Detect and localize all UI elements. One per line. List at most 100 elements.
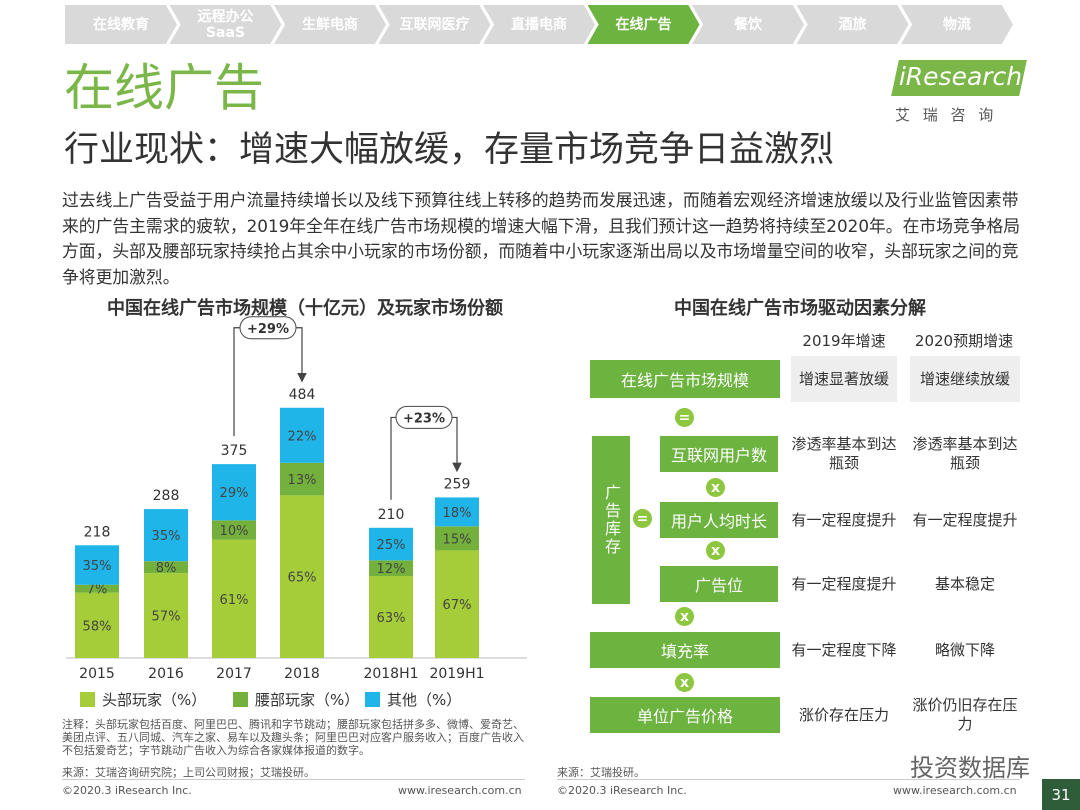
watermark: 投资数据库 (910, 754, 1030, 782)
factor-cell: 渗透率基本到达瓶颈 (912, 435, 1018, 472)
bar-segment (212, 520, 256, 540)
factor-cell: 涨价存在压力 (798, 705, 889, 724)
legend-swatch (365, 692, 380, 707)
bar-segment (435, 497, 479, 527)
factor-title: 中国在线广告市场驱动因素分解 (674, 298, 926, 319)
copyright: ©2020.3 iResearch Inc. (557, 784, 687, 797)
factor-cell: 有一定程度提升 (791, 510, 897, 529)
x-tick-label: 2016 (148, 666, 184, 682)
bar-segment (212, 539, 256, 658)
nav-item[interactable]: 生鲜电商 (274, 5, 386, 44)
factor-box: 广告位 (660, 566, 778, 602)
notes: 注释：头部玩家包括百度、阿里巴巴、腾讯和字节跳动；腰部玩家包括拼多多、微博、爱奇… (62, 718, 524, 757)
bar-segment (75, 545, 119, 585)
segment-label: 61% (220, 593, 249, 608)
column-header: 2019年增速 (802, 331, 886, 350)
bar-segment (144, 561, 188, 574)
copyright: ©2020.3 iResearch Inc. (62, 784, 192, 797)
total-label: 210 (378, 507, 405, 523)
factor-cell: 渗透率基本到达瓶颈 (791, 435, 897, 472)
operator: = (675, 408, 694, 427)
segment-label: 18% (443, 506, 472, 521)
operator: = (633, 509, 652, 528)
factor-cell: 基本稳定 (934, 574, 995, 593)
segment-label: 13% (288, 473, 317, 488)
segment-label: 65% (288, 571, 317, 586)
segment-label: 58% (83, 619, 112, 634)
column-header: 2020预期增速 (914, 331, 1014, 350)
subtitle: 行业现状：增速大幅放缓，存量市场竞争日益激烈 (64, 130, 835, 170)
segment-label: 12% (377, 562, 406, 577)
legend-label: 其他（%） (387, 691, 461, 709)
bar-segment (369, 560, 413, 576)
factor-box: 互联网用户数 (660, 436, 778, 472)
bar-segment (212, 464, 256, 521)
bar-segment (280, 407, 324, 463)
operator: x (706, 541, 725, 560)
segment-label: 15% (443, 532, 472, 547)
growth-badge (395, 405, 453, 429)
divider (557, 779, 1020, 780)
nav-item[interactable]: 直播电商 (483, 5, 595, 44)
total-label: 259 (444, 476, 471, 492)
legend-swatch (80, 692, 95, 707)
operator: x (675, 673, 694, 692)
logo-cn: 艾 瑞 咨 询 (895, 106, 998, 124)
nav-item[interactable]: 在线广告 (587, 5, 700, 44)
bar-segment (435, 550, 479, 658)
operator: x (706, 478, 725, 497)
x-tick-label: 2019H1 (429, 666, 484, 682)
bar-segment (435, 526, 479, 551)
factor-box: 在线广告市场规模 (590, 360, 780, 398)
total-label: 288 (153, 488, 180, 504)
legend-label: 头部玩家（%） (102, 691, 206, 709)
segment-label: 67% (443, 598, 472, 613)
source: 来源：艾瑞咨询研究院；上司公司财报；艾瑞投研。 (62, 766, 315, 779)
bar-segment (369, 527, 413, 561)
factor-cell: 增速继续放缓 (910, 356, 1020, 402)
url: www.iresearch.com.cn (398, 784, 522, 797)
segment-label: 63% (377, 611, 406, 626)
factor-cell: 有一定程度提升 (791, 574, 897, 593)
factor-cell: 涨价仍旧存在压力 (912, 696, 1018, 733)
bar-segment (280, 462, 324, 496)
nav-item[interactable]: 餐饮 (692, 5, 804, 44)
segment-label: 7% (87, 583, 108, 598)
bar-segment (369, 575, 413, 658)
segment-label: 22% (288, 429, 317, 444)
legend-swatch (233, 692, 248, 707)
x-tick-label: 2018 (284, 666, 320, 682)
x-tick-label: 2015 (79, 666, 115, 682)
group-box: 广告库存 (592, 436, 630, 604)
segment-label: 25% (377, 538, 406, 553)
nav-item[interactable]: 远程办公 SaaS (169, 5, 282, 44)
factor-box: 填充率 (590, 632, 780, 668)
nav-item[interactable]: 物流 (901, 5, 1013, 44)
factor-box: 用户人均时长 (660, 502, 778, 538)
factor-cell: 有一定程度提升 (912, 510, 1018, 529)
factor-cell: 有一定程度下降 (791, 640, 897, 659)
bar-segment (75, 584, 119, 593)
growth-label: +23% (403, 411, 445, 426)
segment-label: 57% (152, 610, 181, 625)
logo: iResearch (898, 62, 1023, 91)
nav-item[interactable]: 酒旅 (796, 5, 909, 44)
segment-label: 29% (220, 486, 249, 501)
total-label: 375 (221, 443, 248, 459)
bar-segment (75, 592, 119, 658)
bar-segment (144, 573, 188, 658)
body-text: 过去线上广告受益于用户流量持续增长以及线下预算往线上转移的趋势而发展迅速，而随着… (62, 190, 1021, 287)
page-number: 31 (1042, 779, 1080, 810)
nav-item[interactable]: 互联网医疗 (378, 5, 491, 44)
nav-item[interactable]: 在线教育 (65, 5, 177, 44)
bar-segment (280, 495, 324, 658)
segment-label: 10% (220, 524, 249, 539)
growth-badge (239, 316, 297, 340)
legend-label: 腰部玩家（%） (255, 691, 359, 709)
segment-label: 35% (152, 529, 181, 544)
chart-title: 中国在线广告市场规模（十亿元）及玩家市场份额 (107, 298, 503, 319)
source: 来源：艾瑞投研。 (557, 766, 645, 779)
growth-label: +29% (247, 322, 289, 337)
